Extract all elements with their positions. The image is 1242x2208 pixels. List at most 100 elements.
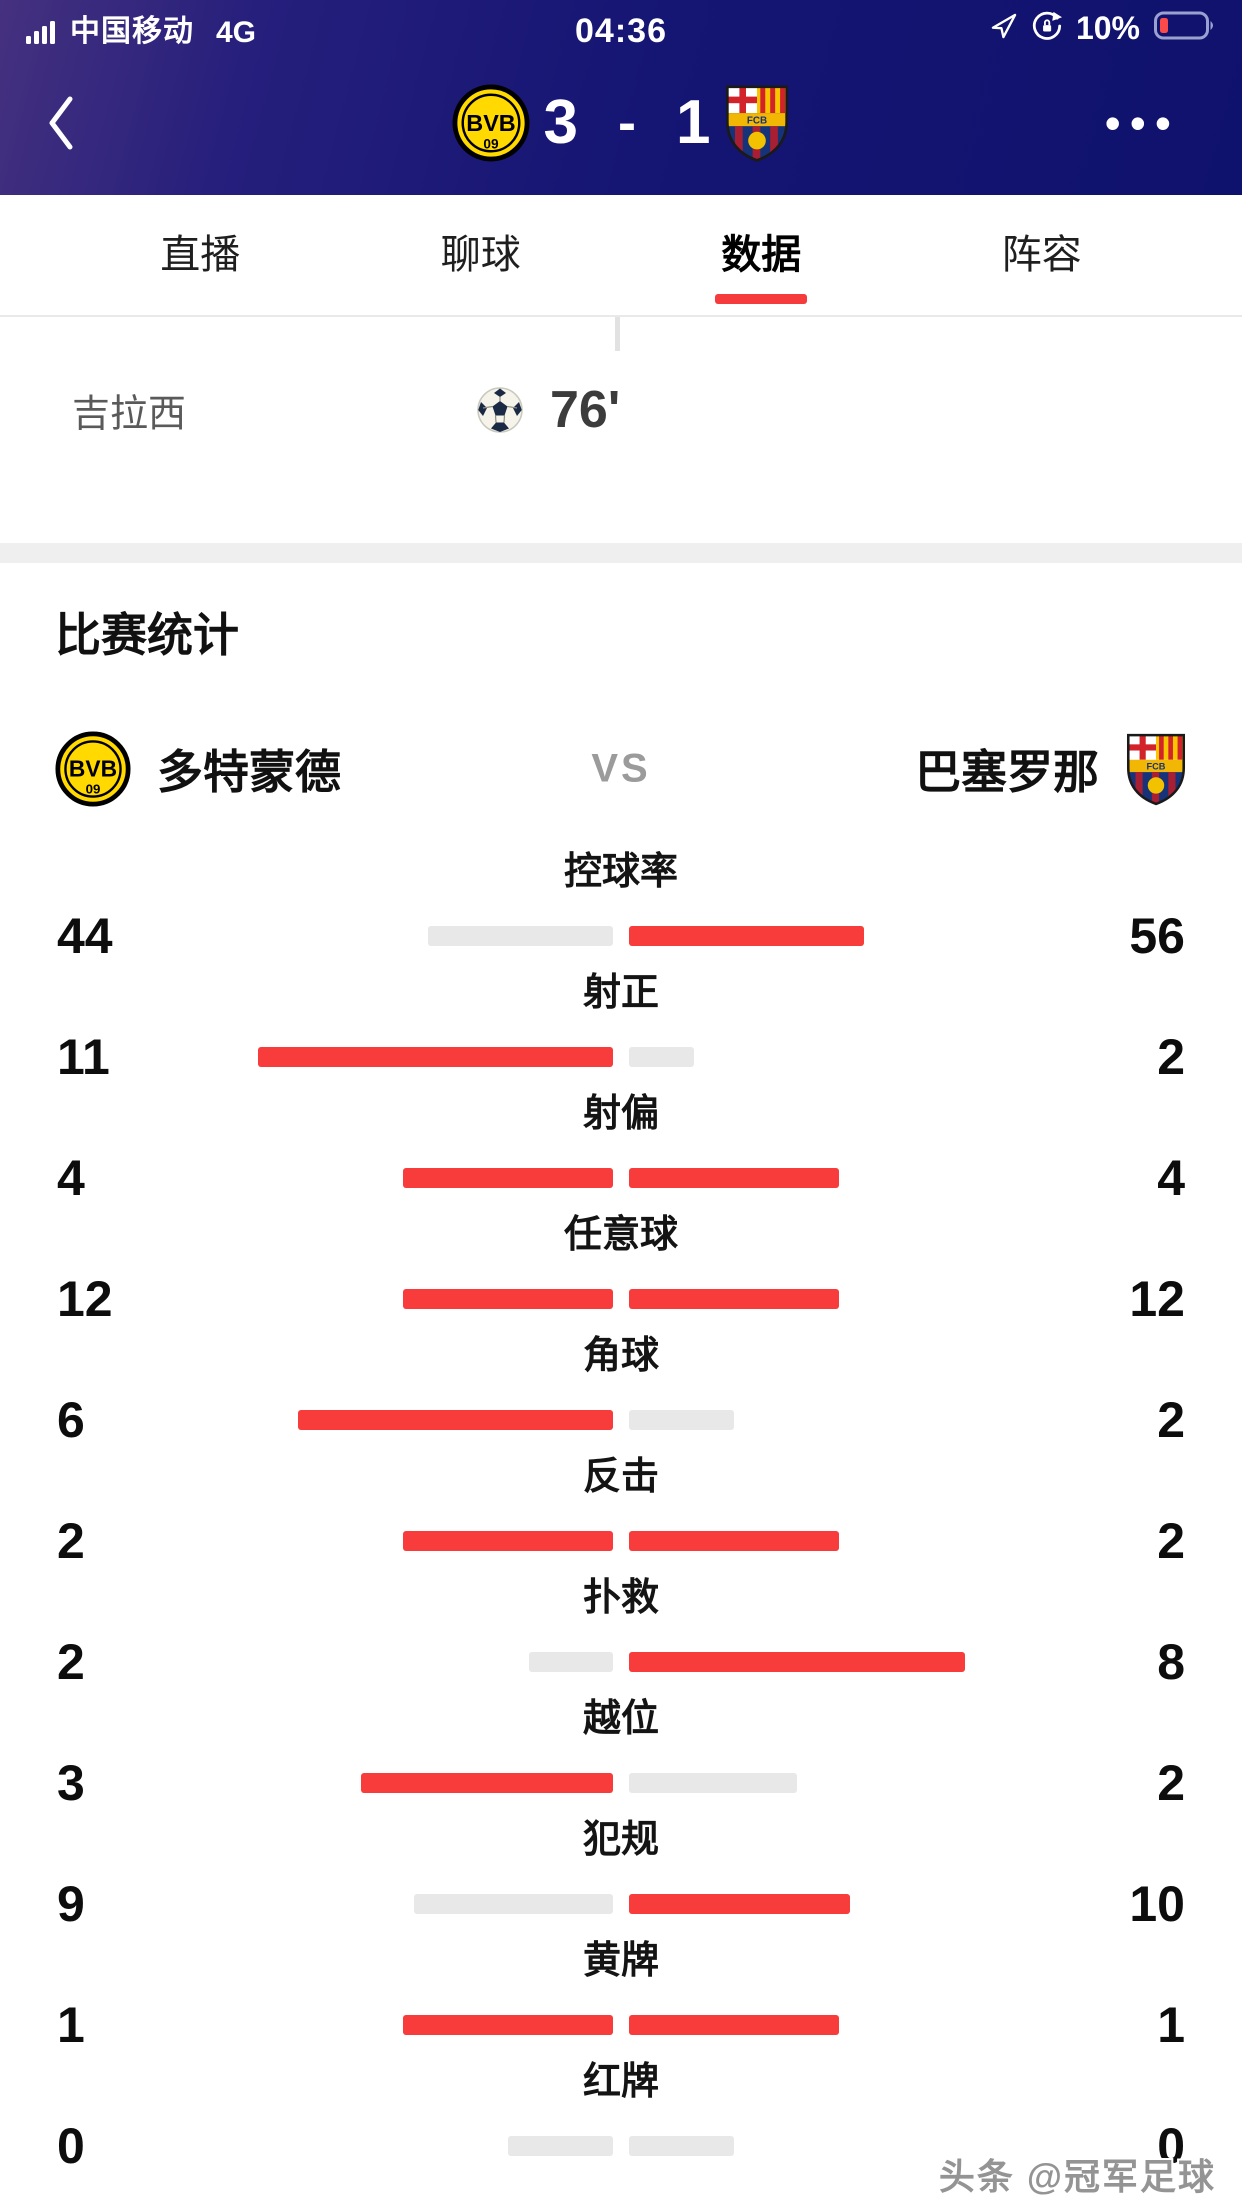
active-tab-underline <box>715 294 808 304</box>
home-stat-value: 12 <box>57 1271 113 1327</box>
score-separator: - <box>618 92 636 153</box>
tab-label: 数据 <box>721 233 802 277</box>
home-stat-bar <box>414 1894 613 1914</box>
stat-row: 黄牌 1 1 <box>55 1936 1187 2057</box>
stat-bars <box>181 1410 1061 1430</box>
home-stat-value: 6 <box>57 1392 85 1448</box>
tab-数据[interactable]: 数据 <box>715 206 808 304</box>
stat-label: 犯规 <box>582 1819 659 1861</box>
scoreboard: BVB 09 3 - 1 <box>452 82 791 164</box>
away-stat-bar <box>629 1410 734 1430</box>
stat-bars <box>181 1773 1061 1793</box>
away-stat-value: 2 <box>1157 1513 1185 1569</box>
home-stat-bar <box>529 1652 613 1672</box>
stat-bars <box>181 1652 1061 1672</box>
bvb-badge-icon: BVB 09 <box>55 731 131 807</box>
away-stat-bar <box>629 2015 839 2035</box>
stat-values: 11 2 <box>55 1026 1187 1088</box>
stat-label: 越位 <box>582 1698 659 1740</box>
status-left: 中国移动 4G <box>26 6 256 50</box>
away-stat-value: 1 <box>1157 1997 1185 2053</box>
home-stat-bar <box>298 1410 613 1430</box>
carrier-label: 中国移动 <box>70 15 194 48</box>
stat-row: 扑救 2 8 <box>55 1573 1187 1694</box>
stat-label: 任意球 <box>563 1214 678 1256</box>
stats-rows: 控球率 44 56 射正 11 2 射偏 4 4 任意球 12 12 角球 6 2 反击 2 2 扑救 2 8 越位 3 2 犯… <box>55 847 1187 2178</box>
away-stat-value: 0 <box>1157 2118 1185 2174</box>
home-stat-value: 4 <box>57 1150 85 1206</box>
more-button[interactable]: ••• <box>1104 96 1180 149</box>
stat-bars <box>181 1531 1061 1551</box>
soccer-ball-icon <box>477 387 523 433</box>
stat-row: 反击 2 2 <box>55 1452 1187 1573</box>
bvb-badge-icon: BVB 09 <box>452 83 530 162</box>
stat-label: 角球 <box>582 1335 659 1377</box>
home-stat-value: 9 <box>57 1876 85 1932</box>
status-right: 10% <box>990 10 1216 47</box>
away-stat-bar <box>629 2136 734 2156</box>
stat-row: 角球 6 2 <box>55 1331 1187 1452</box>
away-team: 巴塞罗那 F <box>915 731 1187 807</box>
stat-bars <box>181 926 1061 946</box>
section-divider <box>0 543 1242 563</box>
status-bar: 中国移动 4G 04:36 10% <box>0 0 1242 50</box>
home-stat-value: 44 <box>57 908 113 964</box>
svg-text:FCB: FCB <box>1147 762 1166 772</box>
away-stat-value: 12 <box>1129 1271 1185 1327</box>
home-stat-value: 3 <box>57 1755 85 1811</box>
tab-聊球[interactable]: 聊球 <box>435 206 527 304</box>
home-stat-bar <box>428 926 613 946</box>
stat-label: 黄牌 <box>582 1940 659 1982</box>
away-stat-bar <box>629 1773 797 1793</box>
away-stat-bar <box>629 1652 965 1672</box>
match-header: 中国移动 4G 04:36 10% <box>0 0 1242 195</box>
goal-player-name: 吉拉西 <box>72 393 187 436</box>
tab-直播[interactable]: 直播 <box>154 206 246 304</box>
home-team-name: 多特蒙德 <box>157 746 341 798</box>
away-score: 1 <box>675 88 711 157</box>
stat-label: 红牌 <box>582 2061 659 2103</box>
watermark: 头条 @冠军足球 <box>938 2156 1216 2197</box>
tab-阵容[interactable]: 阵容 <box>996 206 1088 304</box>
location-arrow-icon <box>990 12 1018 45</box>
home-stat-value: 1 <box>57 1997 85 2053</box>
battery-percent-label: 10% <box>1075 9 1140 46</box>
away-stat-value: 4 <box>1157 1150 1185 1206</box>
tab-label: 聊球 <box>440 233 521 277</box>
stat-values: 44 56 <box>55 905 1187 967</box>
svg-text:FCB: FCB <box>747 115 767 126</box>
stat-row: 任意球 12 12 <box>55 1210 1187 1331</box>
home-stat-value: 0 <box>57 2118 85 2174</box>
stat-label: 控球率 <box>563 851 678 893</box>
back-button[interactable] <box>44 91 84 155</box>
stat-bars <box>181 1047 1061 1067</box>
away-team-name: 巴塞罗那 <box>915 746 1099 798</box>
tab-underline <box>996 294 1088 304</box>
network-label: 4G <box>216 16 257 49</box>
away-stat-bar <box>629 1894 850 1914</box>
away-stat-bar <box>629 1289 839 1309</box>
home-stat-value: 11 <box>57 1029 110 1085</box>
stat-values: 12 12 <box>55 1268 1187 1330</box>
tab-underline <box>435 294 527 304</box>
home-stat-bar <box>258 1047 613 1067</box>
svg-text:BVB: BVB <box>466 109 515 135</box>
timeline-tick <box>615 317 620 351</box>
home-stat-bar <box>403 1531 613 1551</box>
stat-label: 反击 <box>582 1456 659 1498</box>
goal-minute: 76' <box>550 381 621 439</box>
away-stat-value: 2 <box>1157 1029 1185 1085</box>
fcb-badge-icon: FCB <box>726 84 789 162</box>
stat-row: 射正 11 2 <box>55 968 1187 1089</box>
stat-row: 红牌 0 0 <box>55 2057 1187 2178</box>
away-stat-value: 10 <box>1129 1876 1185 1932</box>
clock-time: 04:36 <box>575 12 667 50</box>
home-stat-bar <box>403 2015 613 2035</box>
stat-label: 射偏 <box>582 1093 659 1135</box>
home-stat-bar <box>403 1168 613 1188</box>
away-stat-bar <box>629 1531 839 1551</box>
